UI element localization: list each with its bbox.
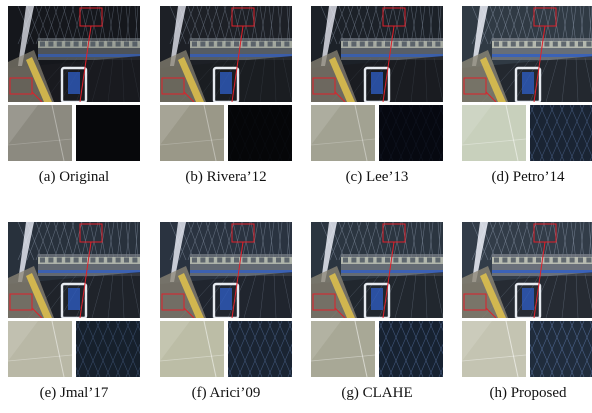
panel-caption: (f) Arici’09 <box>191 385 261 401</box>
station-photo <box>311 222 443 318</box>
panel-caption: (a) Original <box>38 169 110 185</box>
zoom-crop-left <box>8 321 72 377</box>
zoom-crop-left <box>311 321 375 377</box>
station-photo <box>160 6 292 102</box>
zoom-crop-right <box>76 105 140 161</box>
panel-arici09: (f) Arici’09 <box>160 222 292 401</box>
panel-lee13: (c) Lee’13 <box>311 6 443 185</box>
station-photo <box>160 222 292 318</box>
zoom-crop-left <box>311 105 375 161</box>
zoom-crop-left <box>462 321 526 377</box>
panel-clahe: (g) CLAHE <box>311 222 443 401</box>
zoom-crop-right <box>228 105 292 161</box>
panel-caption: (b) Rivera’12 <box>185 169 267 185</box>
station-photo <box>8 222 140 318</box>
zoom-crop-right <box>228 321 292 377</box>
zoom-crop-left <box>462 105 526 161</box>
panel-caption: (g) CLAHE <box>341 385 413 401</box>
station-photo <box>462 222 592 318</box>
zoom-crop-right <box>76 321 140 377</box>
panel-proposed: (h) Proposed <box>462 222 592 401</box>
zoom-crop-left <box>8 105 72 161</box>
panel-petro14: (d) Petro’14 <box>462 6 592 185</box>
panel-jmal17: (e) Jmal’17 <box>8 222 140 401</box>
panel-rivera12: (b) Rivera’12 <box>160 6 292 185</box>
panel-caption: (c) Lee’13 <box>345 169 409 185</box>
station-photo <box>311 6 443 102</box>
zoom-crop-left <box>160 321 224 377</box>
zoom-crop-right <box>379 105 443 161</box>
zoom-crop-right <box>530 321 592 377</box>
panel-caption: (h) Proposed <box>489 385 567 401</box>
station-photo <box>8 6 140 102</box>
zoom-crop-right <box>379 321 443 377</box>
panel-caption: (e) Jmal’17 <box>39 385 109 401</box>
zoom-crop-left <box>160 105 224 161</box>
zoom-crop-right <box>530 105 592 161</box>
panel-caption: (d) Petro’14 <box>491 169 565 185</box>
station-photo <box>462 6 592 102</box>
panel-original: (a) Original <box>8 6 140 185</box>
